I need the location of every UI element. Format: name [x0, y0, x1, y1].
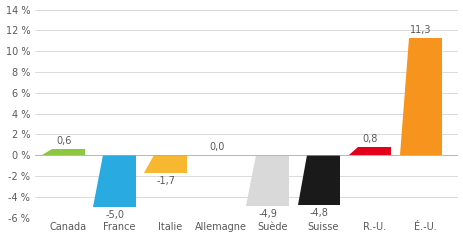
- Text: 0,8: 0,8: [361, 134, 376, 144]
- Polygon shape: [399, 38, 441, 155]
- Text: -5,0: -5,0: [105, 210, 124, 220]
- Polygon shape: [42, 149, 85, 155]
- Text: -4,9: -4,9: [258, 209, 276, 219]
- Text: 0,0: 0,0: [208, 142, 224, 152]
- Text: 11,3: 11,3: [409, 25, 431, 35]
- Polygon shape: [144, 155, 187, 173]
- Text: 0,6: 0,6: [56, 136, 71, 146]
- Polygon shape: [297, 155, 339, 205]
- Polygon shape: [348, 147, 390, 155]
- Text: -4,8: -4,8: [308, 208, 327, 218]
- Polygon shape: [246, 155, 288, 206]
- Polygon shape: [93, 155, 136, 207]
- Text: -1,7: -1,7: [156, 176, 175, 186]
